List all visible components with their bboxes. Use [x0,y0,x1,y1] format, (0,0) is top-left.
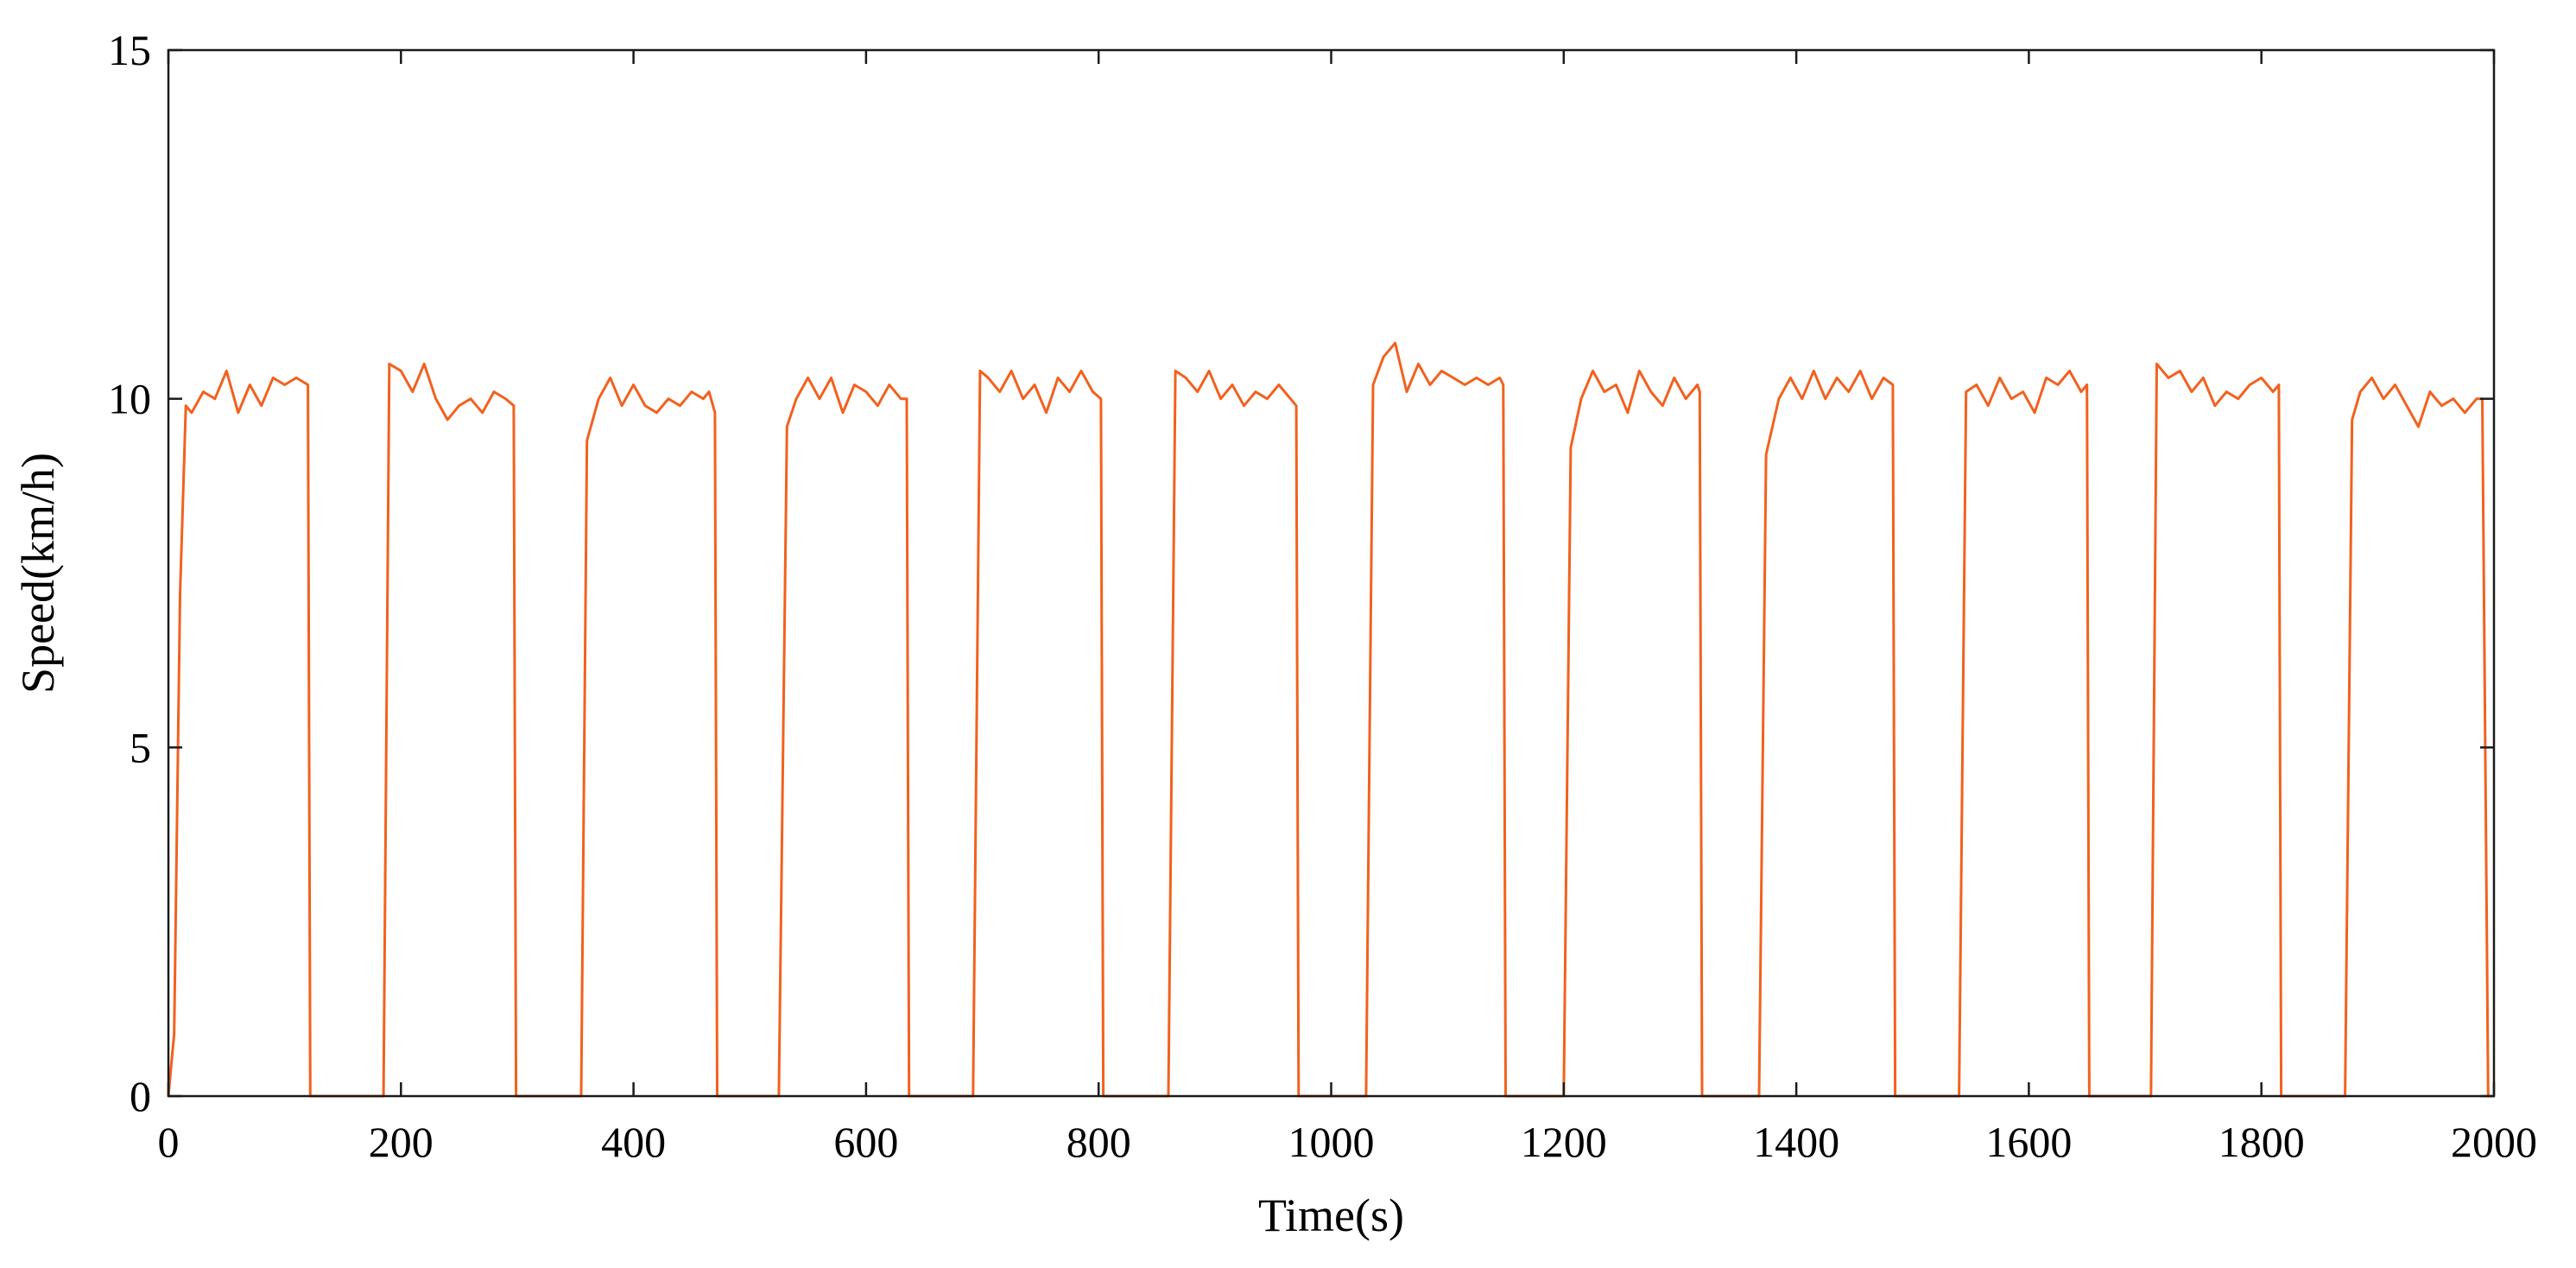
y-tick-label: 10 [108,375,151,423]
y-tick-label: 15 [108,26,151,74]
x-tick-label: 1800 [2218,1118,2305,1166]
x-tick-label: 1200 [1521,1118,1607,1166]
x-tick-label: 1000 [1288,1118,1375,1166]
x-tick-label: 0 [158,1118,180,1166]
x-tick-label: 200 [369,1118,434,1166]
x-tick-label: 1400 [1753,1118,1839,1166]
y-tick-label: 5 [130,723,151,771]
x-tick-label: 600 [833,1118,898,1166]
x-tick-label: 800 [1066,1118,1131,1166]
y-axis-label: Speed(km/h) [12,453,64,694]
x-tick-label: 1600 [1985,1118,2072,1166]
y-tick-label: 0 [130,1072,151,1120]
tick-layer: 0 200 400 600 800 1000 1200 1400 1600 1800 2000 0 5 1… [108,26,2537,1166]
x-tick-label: 2000 [2451,1118,2537,1166]
x-tick-label: 400 [601,1118,666,1166]
x-axis-label: Time(s) [1258,1189,1404,1241]
